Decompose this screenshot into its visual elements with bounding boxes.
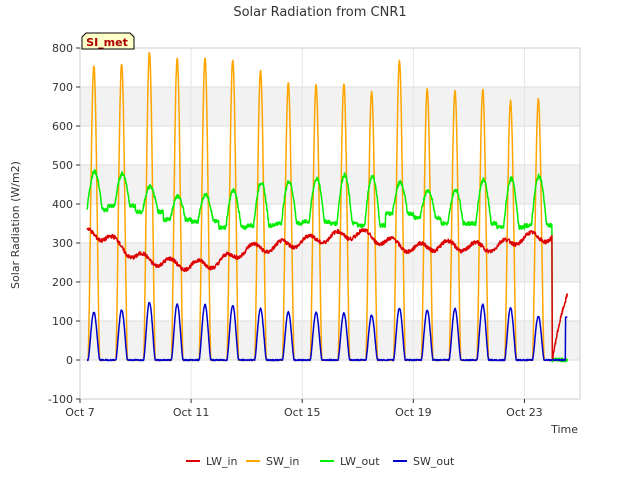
y-tick-label: 0 (66, 354, 73, 367)
grid-band (80, 243, 580, 282)
site-badge-box (81, 32, 135, 50)
y-tick-label: 500 (52, 159, 73, 172)
y-tick-label: 300 (52, 237, 73, 250)
y-axis-label: Solar Radiation (W/m2) (9, 161, 22, 289)
y-tick-label: -100 (48, 393, 73, 406)
grid-band (80, 321, 580, 360)
legend-item-sw-in: SW_in (246, 455, 299, 468)
y-tick-label: 600 (52, 120, 73, 133)
x-tick-label: Oct 11 (173, 406, 210, 419)
legend-item-sw-out: SW_out (393, 455, 455, 468)
grid-band (80, 165, 580, 204)
y-tick-label: 800 (52, 42, 73, 55)
legend-label: SW_out (413, 455, 455, 468)
legend-item-lw-in: LW_in (186, 455, 238, 468)
y-axis-ticks: -100 0 100 200 300 400 500 600 700 800 (48, 42, 80, 406)
x-axis-label: Time (550, 423, 578, 436)
legend-label: LW_out (340, 455, 380, 468)
x-axis-ticks: Oct 7 Oct 11 Oct 15 Oct 19 Oct 23 (65, 399, 543, 419)
y-tick-label: 100 (52, 315, 73, 328)
y-tick-label: 700 (52, 81, 73, 94)
x-tick-label: Oct 23 (506, 406, 543, 419)
series-line-sw-out (86, 301, 568, 362)
series-line-lw-in (86, 227, 569, 361)
x-tick-label: Oct 19 (395, 406, 432, 419)
x-tick-label: Oct 15 (284, 406, 321, 419)
legend: LW_in SW_in LW_out SW_out (186, 455, 455, 468)
series-line-lw-out (86, 169, 569, 363)
legend-label: LW_in (206, 455, 238, 468)
grid-band (80, 87, 580, 126)
legend-item-lw-out: LW_out (320, 455, 380, 468)
site-badge-text: SI_met (86, 36, 128, 49)
series-layer (86, 51, 569, 363)
site-badge: SI_met (81, 32, 135, 50)
plot-frame (79, 47, 581, 400)
chart-title: Solar Radiation from CNR1 (233, 5, 406, 20)
y-tick-label: 200 (52, 276, 73, 289)
legend-label: SW_in (266, 455, 299, 468)
x-tick-label: Oct 7 (65, 406, 95, 419)
y-tick-label: 400 (52, 198, 73, 211)
